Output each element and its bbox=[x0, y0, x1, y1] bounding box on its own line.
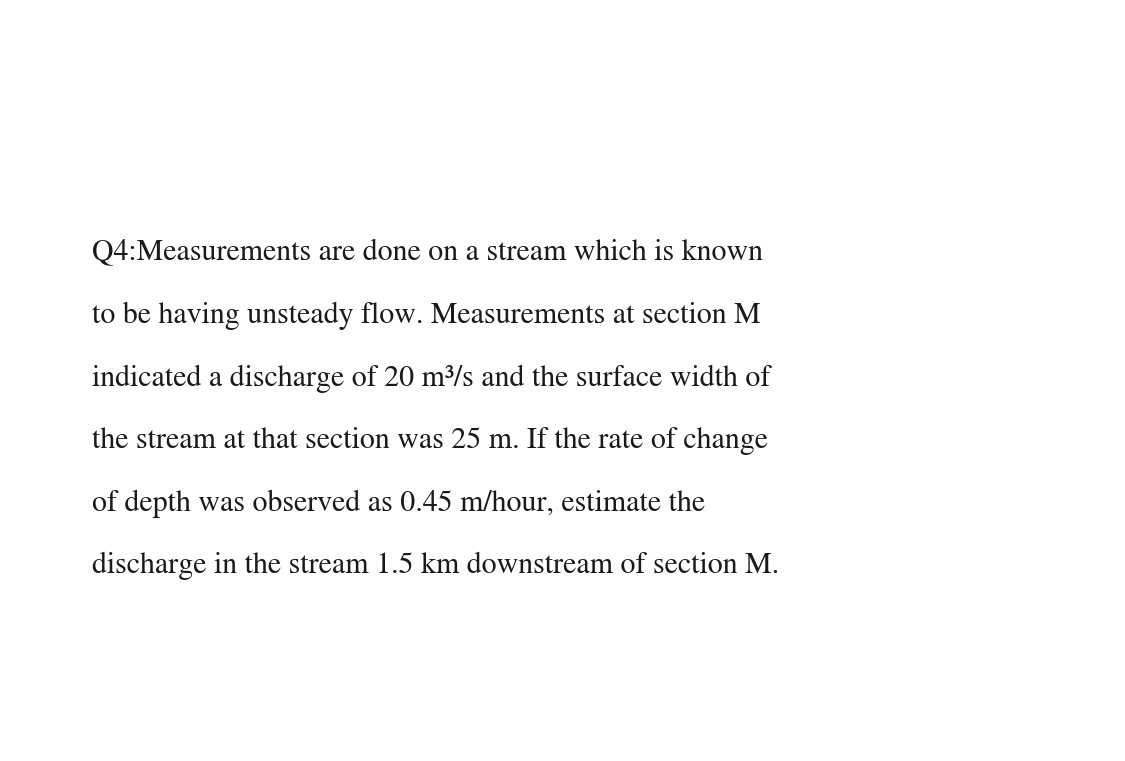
Text: to be having unsteady flow. Measurements at section M: to be having unsteady flow. Measurements… bbox=[92, 302, 761, 330]
Text: the stream at that section was 25 m. If the rate of change: the stream at that section was 25 m. If … bbox=[92, 427, 768, 455]
Text: Q4:Measurements are done on a stream which is known: Q4:Measurements are done on a stream whi… bbox=[92, 240, 763, 267]
Text: of depth was observed as 0.45 m/hour, estimate the: of depth was observed as 0.45 m/hour, es… bbox=[92, 489, 705, 517]
Text: indicated a discharge of 20 m³/s and the surface width of: indicated a discharge of 20 m³/s and the… bbox=[92, 365, 771, 393]
Text: discharge in the stream 1.5 km downstream of section M.: discharge in the stream 1.5 km downstrea… bbox=[92, 552, 780, 580]
